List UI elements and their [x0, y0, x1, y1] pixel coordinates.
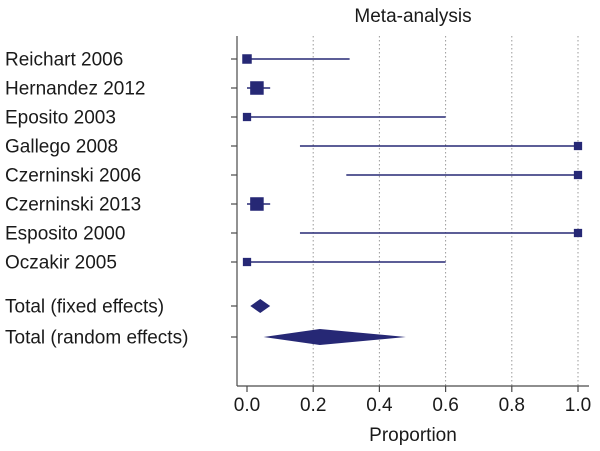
study-label: Oczakir 2005 [5, 253, 117, 274]
x-tick-label: 1.0 [565, 395, 591, 416]
point-estimate [573, 170, 583, 180]
x-tick-label: 0.2 [300, 395, 326, 416]
pooled-diamond [263, 329, 406, 345]
study-label: Gallego 2008 [5, 137, 118, 158]
point-estimate [242, 257, 252, 267]
x-tick-label: 0.6 [432, 395, 458, 416]
point-estimate [250, 81, 264, 95]
x-tick-labels: 0.0 0.2 0.4 0.6 0.8 1.0 [234, 395, 591, 416]
x-axis-label: Proportion [369, 425, 457, 446]
study-label: Czerninski 2006 [5, 166, 141, 187]
pooled-label: Total (random effects) [5, 328, 188, 349]
pooled-diamond [250, 299, 271, 313]
point-estimate [573, 228, 583, 238]
point-estimate [573, 141, 583, 151]
study-label: Hernandez 2012 [5, 79, 146, 100]
x-tick-label: 0.0 [234, 395, 260, 416]
study-label: Esposito 2000 [5, 224, 125, 245]
pooled-label: Total (fixed effects) [5, 297, 164, 318]
x-tick-label: 0.8 [499, 395, 525, 416]
study-label: Reichart 2006 [5, 50, 123, 71]
row-labels: Reichart 2006 Hernandez 2012 Eposito 2003 G… [5, 50, 188, 349]
chart-title: Meta-analysis [354, 6, 471, 27]
x-tick-label: 0.4 [366, 395, 393, 416]
study-label: Czerninski 2013 [5, 195, 141, 216]
point-estimate [250, 197, 264, 211]
point-estimate [242, 54, 252, 64]
study-label: Eposito 2003 [5, 108, 116, 129]
data-marks [242, 54, 583, 345]
axes [231, 36, 589, 392]
point-estimate [242, 112, 252, 122]
